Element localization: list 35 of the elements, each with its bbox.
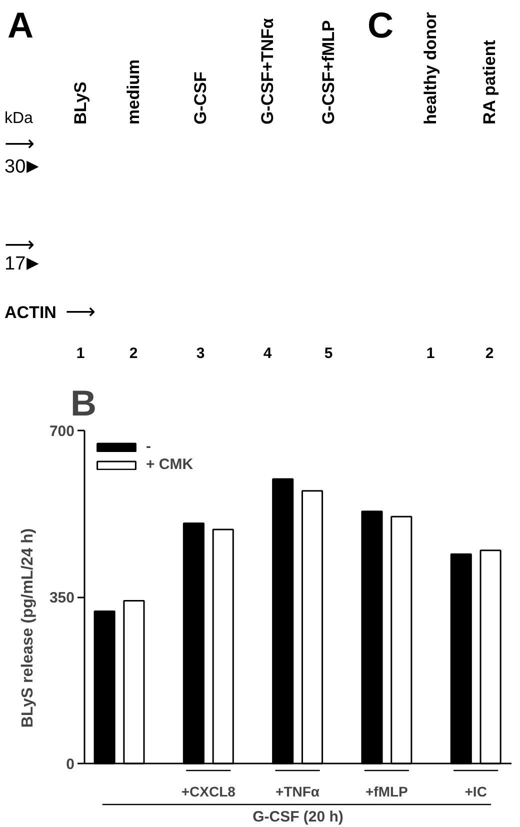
category-label: 5 bbox=[324, 345, 333, 362]
text: G-CSF+TNFα bbox=[258, 18, 277, 124]
legend-label: - bbox=[146, 438, 152, 455]
text: C bbox=[368, 4, 394, 46]
category-label: 4 bbox=[263, 345, 272, 362]
category-label: 1 bbox=[426, 345, 435, 362]
text: BLyS bbox=[71, 82, 90, 124]
text: kDa bbox=[4, 110, 34, 127]
text: RA patient bbox=[480, 40, 499, 124]
category-label: 2 bbox=[485, 345, 494, 362]
x-tick-label: +fMLP bbox=[366, 784, 408, 800]
chart-title: B bbox=[70, 382, 96, 424]
text: A bbox=[8, 4, 34, 46]
x-tick-label: +IC bbox=[464, 784, 487, 800]
category-label: 2 bbox=[129, 345, 138, 362]
text: ACTIN bbox=[4, 303, 56, 322]
text: medium bbox=[124, 59, 143, 124]
text: ▶ bbox=[26, 156, 40, 175]
text: G-CSF bbox=[191, 72, 210, 124]
text: 30 bbox=[4, 156, 26, 178]
category-label: 3 bbox=[196, 345, 205, 362]
text: G-CSF+fMLP bbox=[319, 20, 338, 124]
legend-label: + CMK bbox=[146, 456, 194, 473]
text: healthy donor bbox=[421, 12, 440, 124]
y-tick-label: 0 bbox=[66, 756, 74, 773]
y-axis-title: BLyS release (pg/mL/24 h) bbox=[19, 528, 36, 728]
x-axis-title: G-CSF (20 h) bbox=[252, 808, 344, 826]
x-tick-label: +TNFα bbox=[276, 784, 320, 800]
y-tick-label: 350 bbox=[49, 590, 75, 606]
x-tick-label: +CXCL8 bbox=[181, 784, 236, 800]
y-tick-label: 700 bbox=[49, 423, 75, 440]
text: 17 bbox=[4, 254, 26, 274]
text: ⟶ bbox=[66, 300, 96, 324]
text: ⟶ bbox=[4, 132, 35, 156]
category-label: 1 bbox=[76, 345, 85, 362]
